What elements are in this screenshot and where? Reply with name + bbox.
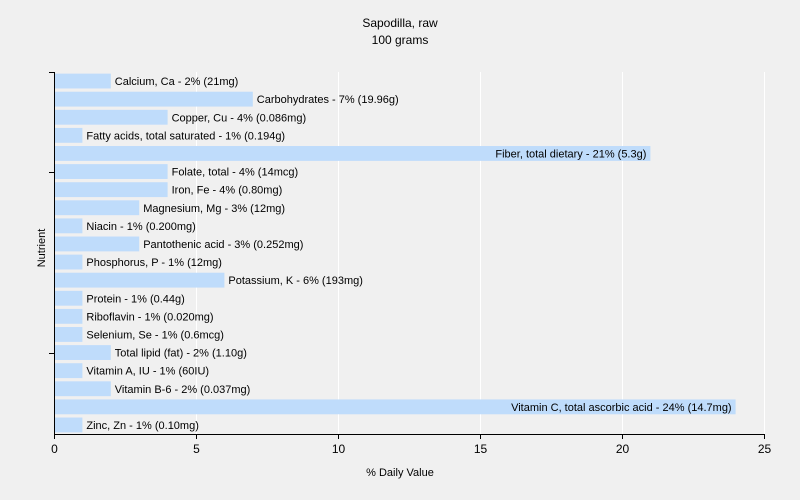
x-tick-label: 0: [51, 442, 58, 456]
bar: [55, 127, 83, 143]
bar: [55, 272, 225, 288]
x-tick-label: 20: [616, 442, 630, 456]
bar: [55, 146, 651, 161]
bar-label: Riboflavin - 1% (0.020mg): [86, 311, 213, 323]
bar-label: Folate, total - 4% (14mcg): [172, 167, 299, 179]
bar: [55, 381, 111, 397]
bar-label: Selenium, Se - 1% (0.6mcg): [86, 329, 224, 341]
bars: Calcium, Ca - 2% (21mg) Carbohydrates - 7…: [55, 73, 736, 433]
bar-label: Potassium, K - 6% (193mg): [228, 275, 363, 287]
bar: [55, 218, 83, 234]
x-tick-label: 15: [474, 442, 488, 456]
bar-label: Protein - 1% (0.44g): [86, 293, 184, 305]
bar: [55, 308, 83, 324]
bar: [55, 327, 83, 342]
bar: [55, 91, 253, 107]
x-axis-label: % Daily Value: [366, 467, 434, 479]
bar-label: Niacin - 1% (0.200mg): [86, 221, 195, 233]
x-tick-label: 5: [193, 442, 200, 456]
bar-label: Iron, Fe - 4% (0.80mg): [172, 185, 283, 197]
bar: [55, 345, 111, 360]
chart-title: Sapodilla, raw: [362, 16, 438, 30]
x-tick-label: 25: [758, 442, 772, 456]
bar: [55, 417, 83, 433]
bar-label: Carbohydrates - 7% (19.96g): [257, 94, 399, 106]
bar-label: Fatty acids, total saturated - 1% (0.194…: [86, 130, 285, 142]
bar-label: Zinc, Zn - 1% (0.10mg): [86, 420, 198, 432]
bar-label: Pantothenic acid - 3% (0.252mg): [143, 239, 303, 251]
bar-label: Vitamin A, IU - 1% (60IU): [86, 366, 209, 378]
bar-label: Vitamin B-6 - 2% (0.037mg): [115, 384, 251, 396]
bar-label: Phosphorus, P - 1% (12mg): [86, 257, 222, 269]
bar-label: Magnesium, Mg - 3% (12mg): [143, 203, 285, 215]
bar: [55, 182, 168, 198]
bar: [55, 73, 111, 89]
axes: 0 5 10 15 20 25: [49, 72, 771, 456]
bar-label: Copper, Cu - 4% (0.086mg): [172, 112, 307, 124]
bar: [55, 200, 140, 216]
bar-label: Fiber, total dietary - 21% (5.3g): [495, 148, 646, 160]
bar: [55, 254, 83, 270]
grid-lines: [196, 72, 765, 434]
bar: [55, 109, 168, 125]
bar-label: Total lipid (fat) - 2% (1.10g): [115, 348, 247, 360]
bar: [55, 236, 140, 252]
bar: [55, 399, 736, 415]
bar: [55, 164, 168, 179]
bar-label: Vitamin C, total ascorbic acid - 24% (14…: [511, 402, 732, 414]
bar: [55, 290, 83, 306]
bar-label: Calcium, Ca - 2% (21mg): [115, 76, 238, 88]
bar: [55, 363, 83, 379]
x-tick-label: 10: [332, 442, 346, 456]
chart-subtitle: 100 grams: [372, 33, 429, 47]
y-axis-label: Nutrient: [36, 229, 48, 268]
